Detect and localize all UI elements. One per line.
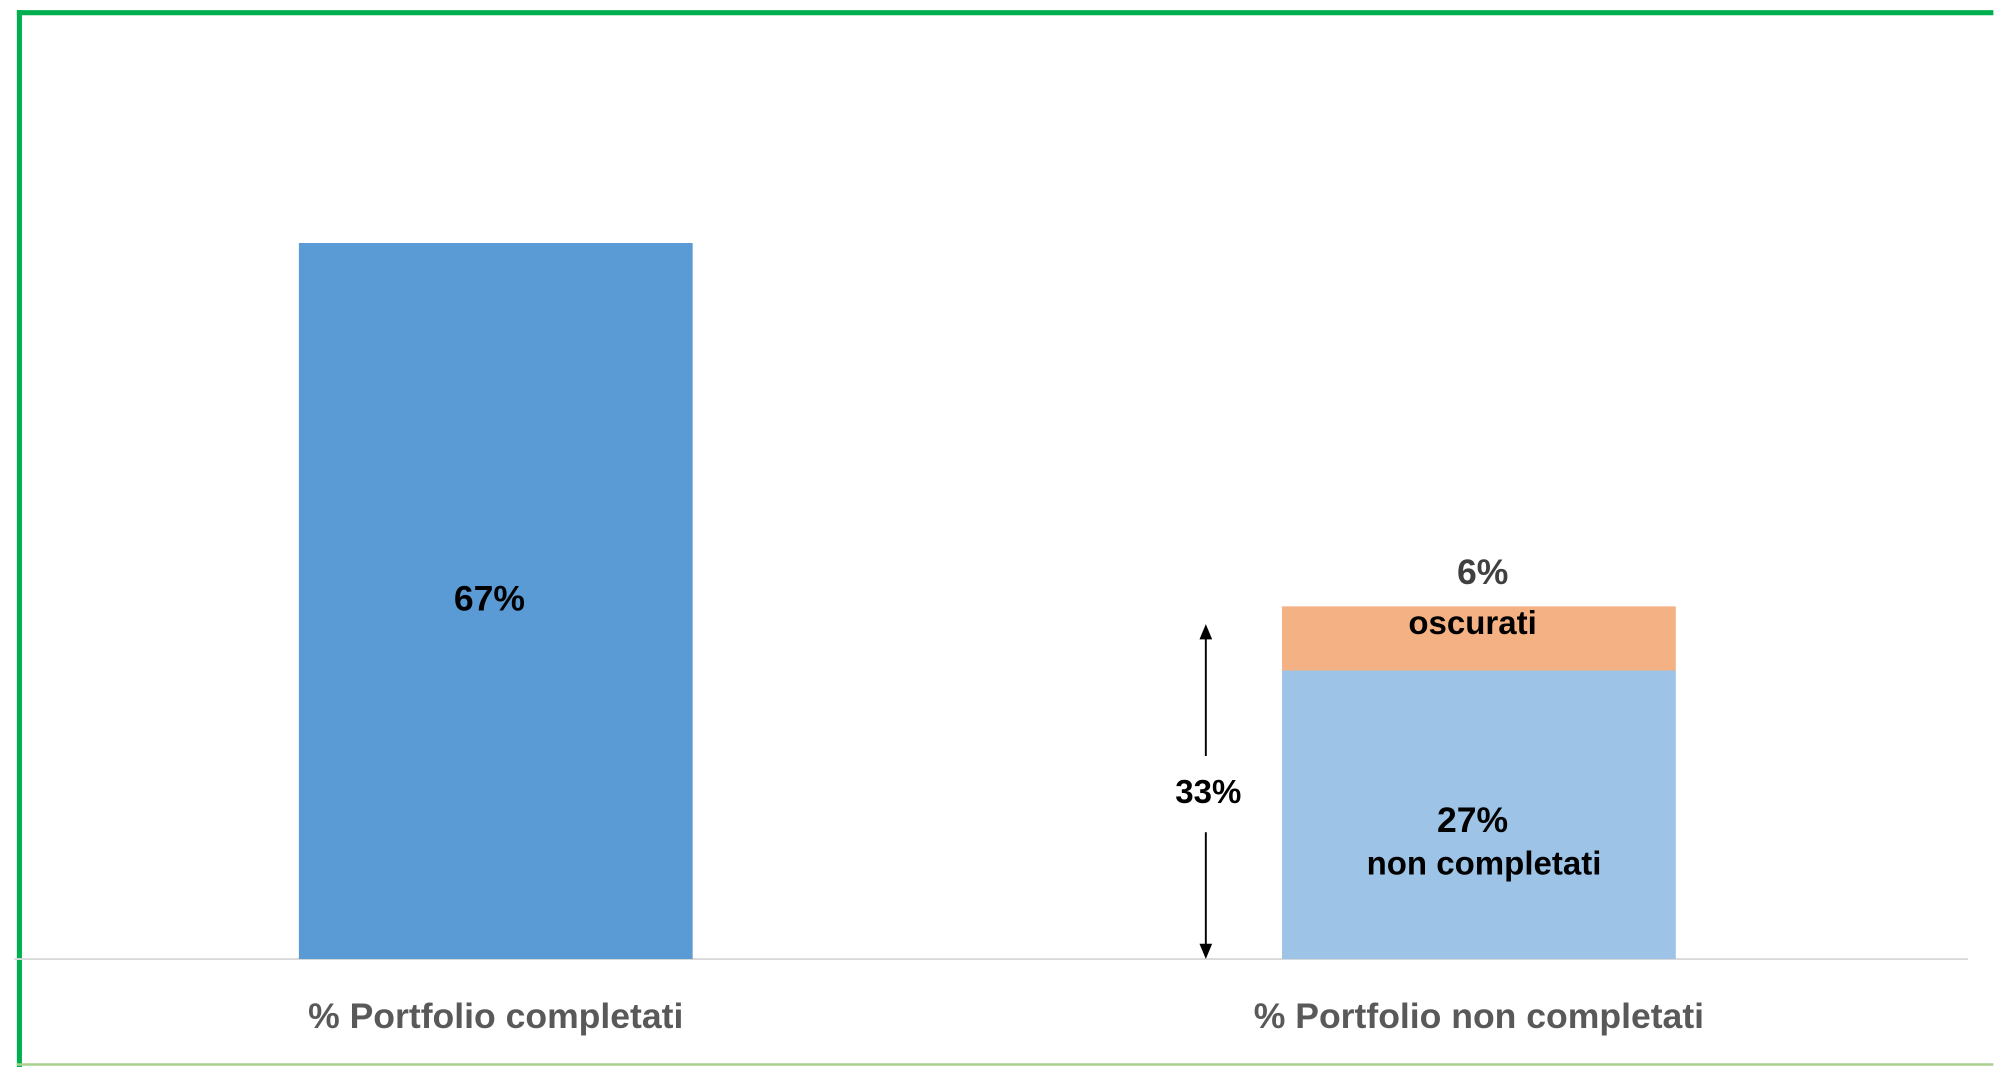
annotation-label: 33%: [1175, 773, 1241, 810]
annotation-bg: [1165, 756, 1247, 833]
bar-segment: [1282, 670, 1676, 960]
x-tick-label: % Portfolio completati: [308, 996, 683, 1036]
bar-segment: [298, 243, 693, 960]
data-label: 67%: [454, 578, 525, 618]
series-label: non completati: [1367, 844, 1602, 881]
bar-segment: [1282, 606, 1676, 671]
series-label: oscurati: [1408, 604, 1536, 641]
data-label: 27%: [1437, 800, 1508, 840]
arrow-head: [1199, 624, 1213, 640]
x-tick-label: % Portfolio non completati: [1254, 996, 1704, 1036]
arrow-head: [1199, 943, 1213, 960]
data-label: 6%: [1457, 552, 1508, 592]
